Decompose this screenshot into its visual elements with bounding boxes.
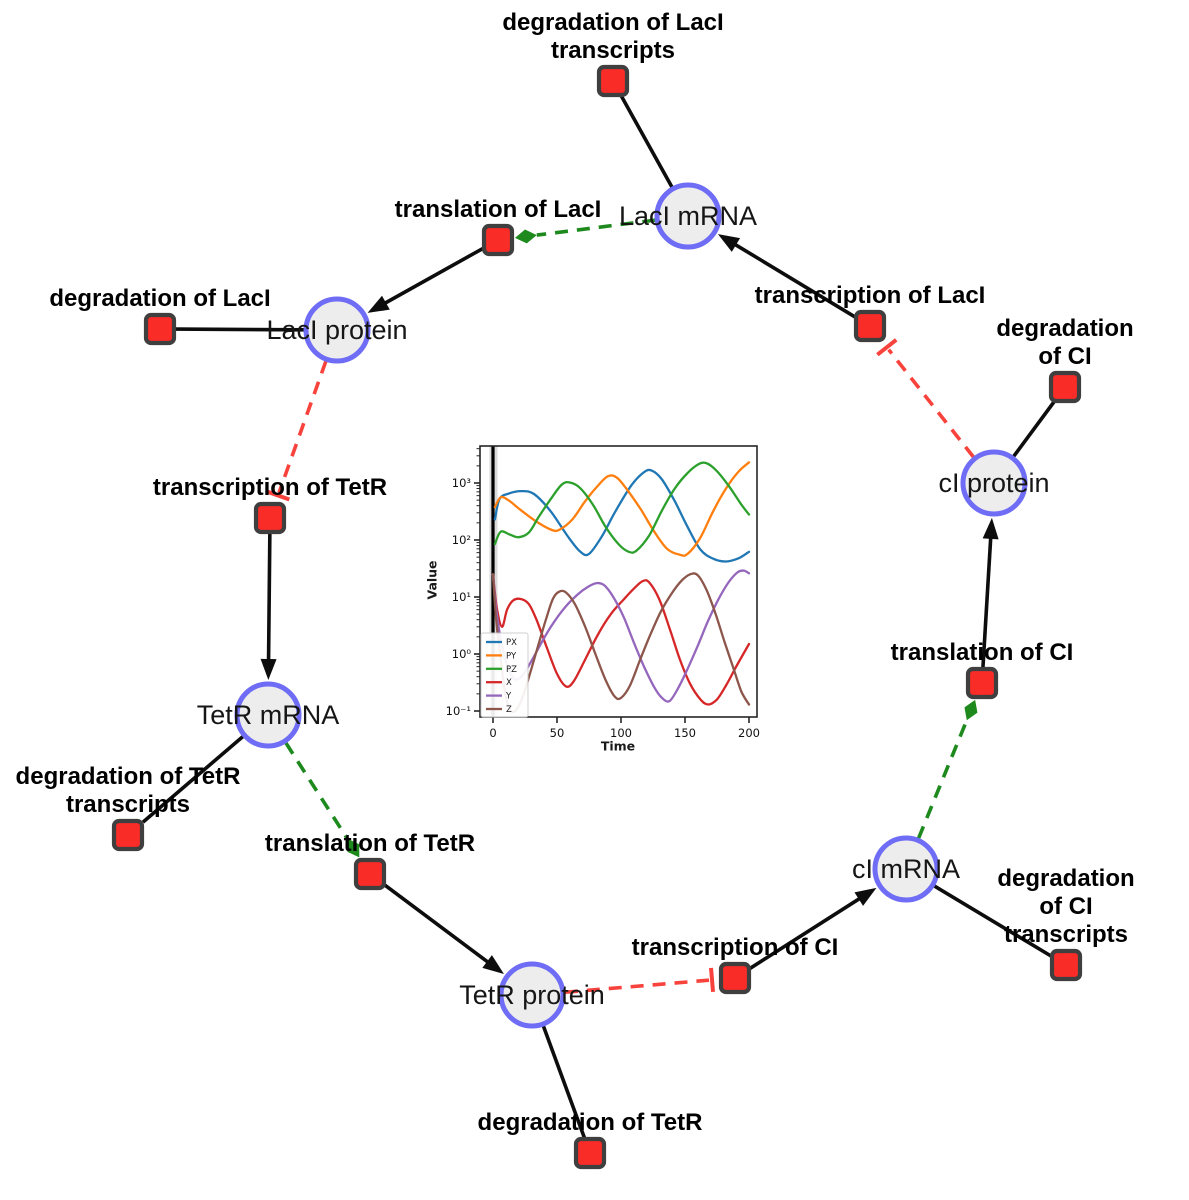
series-line-Y bbox=[491, 569, 751, 703]
reaction-node-deg_TetR_tx[interactable] bbox=[111, 818, 145, 852]
embedded-chart: 0 50 100 150 200 10³ 10² 10¹ 10⁰ 10⁻¹ PX PY PZ XYZ bbox=[446, 445, 760, 740]
reaction-node-tl_TetR[interactable] bbox=[353, 857, 387, 891]
edge-tl_TetR-TetR_protein-arrowhead bbox=[482, 955, 504, 975]
y-tick-label: 10¹ bbox=[452, 590, 471, 604]
nodes-layer bbox=[111, 64, 1083, 1170]
legend-label-Z: Z bbox=[506, 705, 512, 715]
reaction-node-tc_CI[interactable] bbox=[718, 961, 752, 995]
legend-box bbox=[480, 632, 529, 718]
species-node-LacI_mRNA[interactable] bbox=[654, 182, 722, 250]
edge-cI_mRNA-deg_CI_tx bbox=[933, 884, 1052, 958]
y-tick-label: 10³ bbox=[452, 476, 472, 490]
reaction-node-deg_CI[interactable] bbox=[1048, 370, 1082, 404]
edge-LacI_protein-deg_LacI bbox=[174, 327, 305, 332]
chart-y-axis-label: Value bbox=[424, 560, 440, 600]
reaction-node-tc_TetR[interactable] bbox=[253, 501, 287, 535]
y-tick-label: 10² bbox=[452, 533, 471, 547]
species-node-cI_mRNA[interactable] bbox=[872, 835, 940, 903]
x-tick-label: 200 bbox=[738, 726, 760, 740]
edge-tc_CI-cI_mRNA-arrowhead bbox=[854, 887, 877, 906]
edge-cI_mRNA-tl_CI-modifier-head bbox=[964, 699, 978, 721]
reaction-node-deg_LacI_tx[interactable] bbox=[596, 64, 630, 98]
edge-TetR_protein-tc_CI bbox=[564, 978, 710, 995]
edge-tc_TetR-TetR_mRNA-arrowhead bbox=[260, 658, 277, 681]
edge-LacI_protein-tc_TetR bbox=[277, 360, 328, 494]
edge-TetR_mRNA-deg_TetR_tx bbox=[141, 735, 245, 824]
edge-TetR_protein-deg_TetR bbox=[541, 1025, 587, 1139]
edge-tl_CI-cI_protein bbox=[981, 534, 993, 669]
edge-tc_LacI-LacI_mRNA bbox=[731, 241, 856, 319]
edge-cI_protein-tc_LacI bbox=[887, 348, 975, 459]
edge-LacI_mRNA-deg_LacI_tx bbox=[619, 95, 674, 189]
edge-tl_CI-cI_protein-arrowhead bbox=[982, 517, 999, 540]
x-tick-label: 100 bbox=[610, 726, 632, 740]
edge-LacI_mRNA-tl_LacI bbox=[536, 218, 656, 237]
edge-TetR_mRNA-tl_TetR-modifier-head bbox=[347, 838, 360, 858]
species-node-cI_protein[interactable] bbox=[960, 449, 1028, 517]
series-line-PY bbox=[493, 461, 751, 557]
reaction-node-tc_LacI[interactable] bbox=[853, 309, 887, 343]
species-node-TetR_mRNA[interactable] bbox=[234, 681, 302, 749]
chart-legend: PX PY PZ XYZ bbox=[480, 632, 529, 718]
edge-cI_protein-deg_CI bbox=[1012, 400, 1056, 458]
reaction-node-tl_CI[interactable] bbox=[965, 666, 999, 700]
legend-label-PZ: PZ bbox=[506, 665, 517, 675]
legend-label-Y: Y bbox=[505, 692, 512, 702]
legend-label-PX: PX bbox=[506, 638, 517, 648]
reaction-node-deg_TetR[interactable] bbox=[573, 1136, 607, 1170]
edges-layer bbox=[141, 95, 1056, 1139]
edge-TetR_mRNA-tl_TetR bbox=[284, 741, 349, 840]
edge-LacI_protein-tc_TetR-tbar bbox=[266, 489, 291, 502]
edge-tc_TetR-TetR_mRNA bbox=[266, 532, 272, 664]
x-tick-label: 0 bbox=[489, 726, 496, 740]
edge-tl_LacI-LacI_protein-arrowhead bbox=[367, 295, 390, 313]
y-tick-label: 10⁻¹ bbox=[446, 704, 471, 718]
edge-tc_CI-cI_mRNA bbox=[749, 895, 864, 970]
chart-series-layer bbox=[491, 461, 751, 714]
reaction-node-deg_CI_tx[interactable] bbox=[1049, 948, 1083, 982]
x-tick-label: 50 bbox=[550, 726, 565, 740]
species-node-LacI_protein[interactable] bbox=[303, 296, 371, 364]
edge-tl_LacI-LacI_protein bbox=[381, 246, 484, 307]
edge-cI_mRNA-tl_CI bbox=[916, 719, 969, 840]
series-line-Z bbox=[491, 572, 751, 714]
chart-axes-frame bbox=[479, 445, 758, 718]
series-line-PX bbox=[493, 468, 751, 563]
chart-x-axis-label: Time bbox=[600, 738, 636, 754]
edge-LacI_mRNA-tl_LacI-modifier-head bbox=[514, 229, 537, 244]
reaction-node-tl_LacI[interactable] bbox=[481, 223, 515, 257]
reaction-node-deg_LacI[interactable] bbox=[143, 312, 177, 346]
edge-TetR_protein-tc_CI-tbar bbox=[709, 967, 716, 993]
series-line-X bbox=[491, 573, 751, 706]
edge-tc_LacI-LacI_mRNA-arrowhead bbox=[717, 234, 741, 252]
series-line-PZ bbox=[493, 461, 751, 554]
legend-label-X: X bbox=[506, 678, 512, 688]
legend-label-PY: PY bbox=[506, 651, 517, 661]
x-tick-label: 150 bbox=[674, 726, 696, 740]
edge-cI_protein-tc_LacI-tbar bbox=[876, 338, 898, 357]
species-node-TetR_protein[interactable] bbox=[498, 961, 566, 1029]
edge-tl_TetR-TetR_protein bbox=[383, 883, 492, 966]
y-tick-label: 10⁰ bbox=[452, 647, 472, 661]
